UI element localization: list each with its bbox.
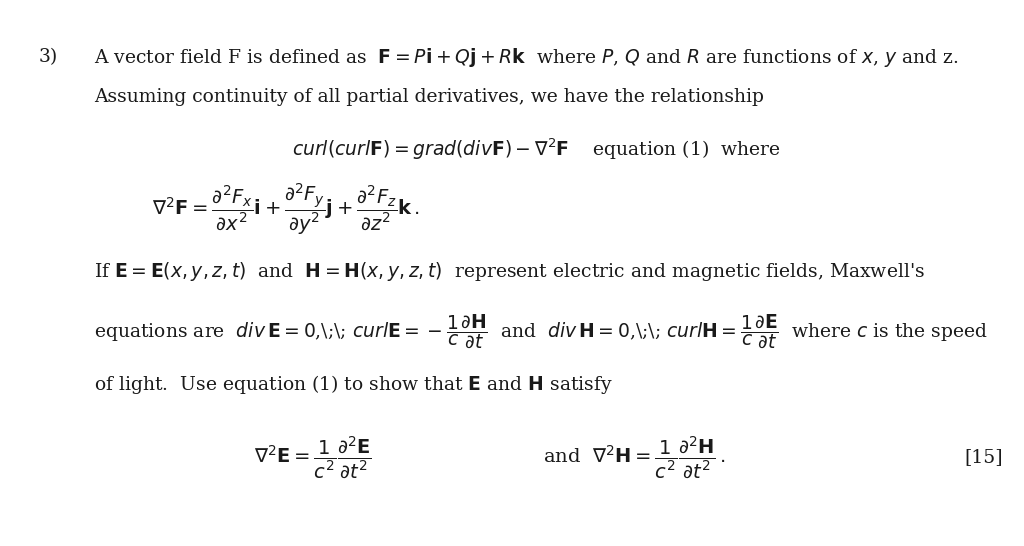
Text: $\nabla^2\mathbf{E} = \dfrac{1}{c^2}\dfrac{\partial^2 \mathbf{E}}{\partial t^2}$: $\nabla^2\mathbf{E} = \dfrac{1}{c^2}\dfr… (254, 434, 372, 480)
Text: equations are  $\mathit{div}\,\mathbf{E} = 0$,\;\; $\mathit{curl}\mathbf{E} = -\: equations are $\mathit{div}\,\mathbf{E} … (94, 312, 988, 351)
Text: Assuming continuity of all partial derivatives, we have the relationship: Assuming continuity of all partial deriv… (94, 88, 764, 105)
Text: [15]: [15] (965, 448, 1004, 466)
Text: and  $\nabla^2\mathbf{H} = \dfrac{1}{c^2}\dfrac{\partial^2 \mathbf{H}}{\partial : and $\nabla^2\mathbf{H} = \dfrac{1}{c^2}… (543, 434, 725, 480)
Text: $\nabla^2\mathbf{F} = \dfrac{\partial^2 F_x}{\partial x^2}\mathbf{i} + \dfrac{\p: $\nabla^2\mathbf{F} = \dfrac{\partial^2 … (152, 181, 419, 237)
Text: of light.  Use equation (1) to show that $\mathbf{E}$ and $\mathbf{H}$ satisfy: of light. Use equation (1) to show that … (94, 373, 613, 396)
Text: If $\mathbf{E} = \mathbf{E}(x, y, z,t)$  and  $\mathbf{H} = \mathbf{H}(x, y, z,t: If $\mathbf{E} = \mathbf{E}(x, y, z,t)$ … (94, 260, 925, 283)
Text: A vector field F is defined as  $\mathbf{F} = P\mathbf{i} + Q\mathbf{j} + R\math: A vector field F is defined as $\mathbf{… (94, 46, 958, 69)
Text: $\mathit{curl}(\mathit{curl}\mathbf{F}) = \mathit{grad}(\mathit{div}\mathbf{F}) : $\mathit{curl}(\mathit{curl}\mathbf{F}) … (292, 137, 780, 162)
Text: 3): 3) (39, 49, 58, 66)
